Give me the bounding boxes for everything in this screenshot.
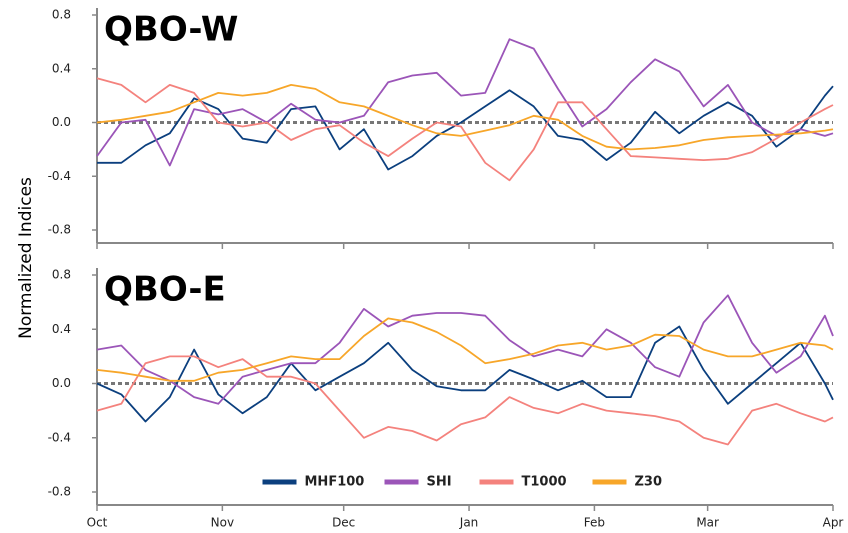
x-tick-label: Mar bbox=[696, 516, 719, 530]
legend-label: Z30 bbox=[635, 475, 663, 490]
series-line bbox=[96, 355, 834, 446]
legend-label: MHF100 bbox=[305, 475, 365, 490]
y-tick-label: 0.8 bbox=[52, 268, 71, 282]
y-axis-label: Normalized Indices bbox=[16, 177, 36, 339]
series-line bbox=[96, 294, 834, 405]
y-tick-label: -0.4 bbox=[48, 169, 71, 183]
series-line bbox=[96, 84, 834, 151]
x-tick-label: Nov bbox=[211, 516, 234, 530]
x-tick-label: Jan bbox=[459, 516, 479, 530]
panel-title: QBO-W bbox=[104, 10, 238, 50]
x-tick-label: Dec bbox=[332, 516, 355, 530]
series-line bbox=[96, 325, 834, 423]
y-tick-label: 0.4 bbox=[52, 322, 71, 336]
y-tick-label: 0.8 bbox=[52, 8, 71, 22]
y-tick-label: -0.8 bbox=[48, 485, 71, 499]
series-line bbox=[96, 38, 834, 167]
legend-label: SHI bbox=[427, 475, 452, 490]
y-tick-label: 0.0 bbox=[52, 115, 71, 129]
x-tick-label: Apr bbox=[823, 516, 844, 530]
panel-title: QBO-E bbox=[104, 270, 226, 310]
legend-label: T1000 bbox=[522, 475, 567, 490]
y-tick-label: -0.4 bbox=[48, 430, 71, 444]
y-tick-label: -0.8 bbox=[48, 223, 71, 237]
y-tick-label: 0.0 bbox=[52, 376, 71, 390]
series-line bbox=[97, 85, 834, 171]
series-line bbox=[96, 317, 834, 382]
y-tick-label: 0.4 bbox=[52, 61, 71, 75]
x-tick-label: Feb bbox=[584, 516, 605, 530]
series-line bbox=[96, 77, 834, 182]
x-tick-label: Oct bbox=[87, 516, 108, 530]
